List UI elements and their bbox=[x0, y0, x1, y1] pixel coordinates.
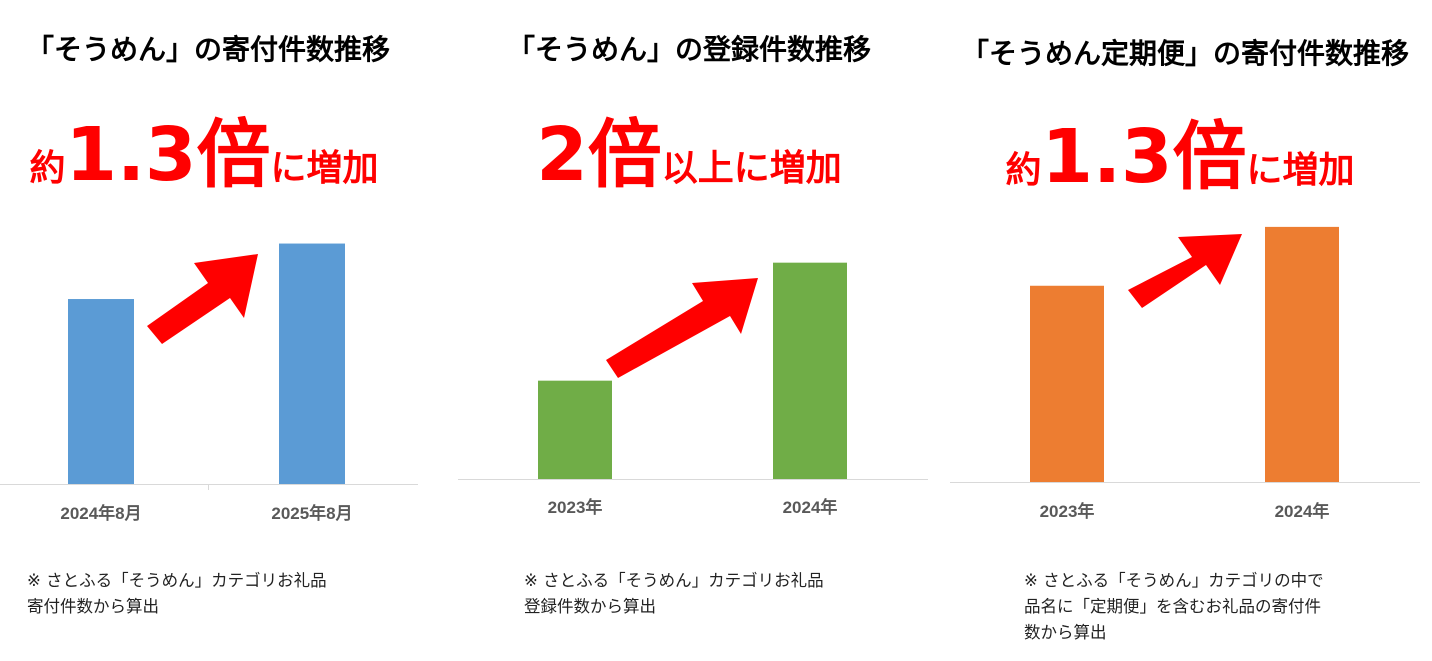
x-tick-label: 2024年8月 bbox=[60, 503, 141, 523]
x-tick-label: 2024年 bbox=[1275, 501, 1330, 521]
headline: 約1.3倍に増加 bbox=[940, 120, 1420, 194]
chart-panel-1: 「そうめん」の寄付件数推移 約1.3倍に増加 2024年8月 2025年8月 ※ … bbox=[0, 0, 420, 661]
x-tick-label: 2023年 bbox=[1040, 501, 1095, 521]
headline-main: 1.3倍 bbox=[1041, 114, 1247, 200]
chart-panel-2: 「そうめん」の登録件数推移 2倍以上に増加 2023年 2024年 ※ さとふる「… bbox=[458, 0, 928, 661]
footnote: ※ さとふる「そうめん」カテゴリの中で 品名に「定期便」を含むお礼品の寄付件 数… bbox=[1024, 571, 1324, 642]
growth-arrow-icon bbox=[147, 254, 258, 344]
bar-chart: 2023年 2024年 bbox=[458, 262, 928, 517]
headline-prefix: 約 bbox=[1005, 150, 1042, 191]
x-tick-label: 2024年 bbox=[783, 497, 838, 517]
headline-suffix: 以上に増加 bbox=[661, 148, 842, 189]
chart-title: 「そうめん定期便」の寄付件数推移 bbox=[960, 37, 1409, 70]
headline-main: 2倍 bbox=[536, 112, 662, 198]
bar bbox=[773, 262, 847, 479]
headline-suffix: に増加 bbox=[270, 148, 379, 189]
headline-main: 1.3倍 bbox=[65, 112, 271, 198]
bar-chart: 2024年8月 2025年8月 bbox=[0, 243, 418, 523]
chart-title: 「そうめん」の登録件数推移 bbox=[506, 33, 871, 66]
growth-arrow-icon bbox=[606, 278, 758, 378]
headline-suffix: に増加 bbox=[1246, 150, 1355, 191]
footnote: ※ さとふる「そうめん」カテゴリお礼品 寄付件数から算出 bbox=[27, 571, 327, 616]
headline-prefix: 約 bbox=[29, 148, 66, 189]
chart-title: 「そうめん」の寄付件数推移 bbox=[25, 33, 390, 66]
headline: 約1.3倍に増加 bbox=[0, 118, 420, 192]
bar bbox=[68, 299, 134, 484]
x-tick-label: 2023年 bbox=[548, 497, 603, 517]
bar bbox=[538, 380, 612, 479]
headline: 2倍以上に増加 bbox=[450, 118, 928, 192]
growth-arrow-icon bbox=[1128, 234, 1242, 308]
bar bbox=[279, 243, 345, 484]
footnote: ※ さとふる「そうめん」カテゴリお礼品 登録件数から算出 bbox=[524, 571, 824, 616]
chart-panel-3: 「そうめん定期便」の寄付件数推移 約1.3倍に増加 2023年 2024年 ※ さ… bbox=[950, 0, 1420, 661]
bar bbox=[1030, 285, 1104, 482]
x-tick-label: 2025年8月 bbox=[271, 503, 352, 523]
bar bbox=[1265, 226, 1339, 482]
bar-chart: 2023年 2024年 bbox=[950, 226, 1420, 521]
